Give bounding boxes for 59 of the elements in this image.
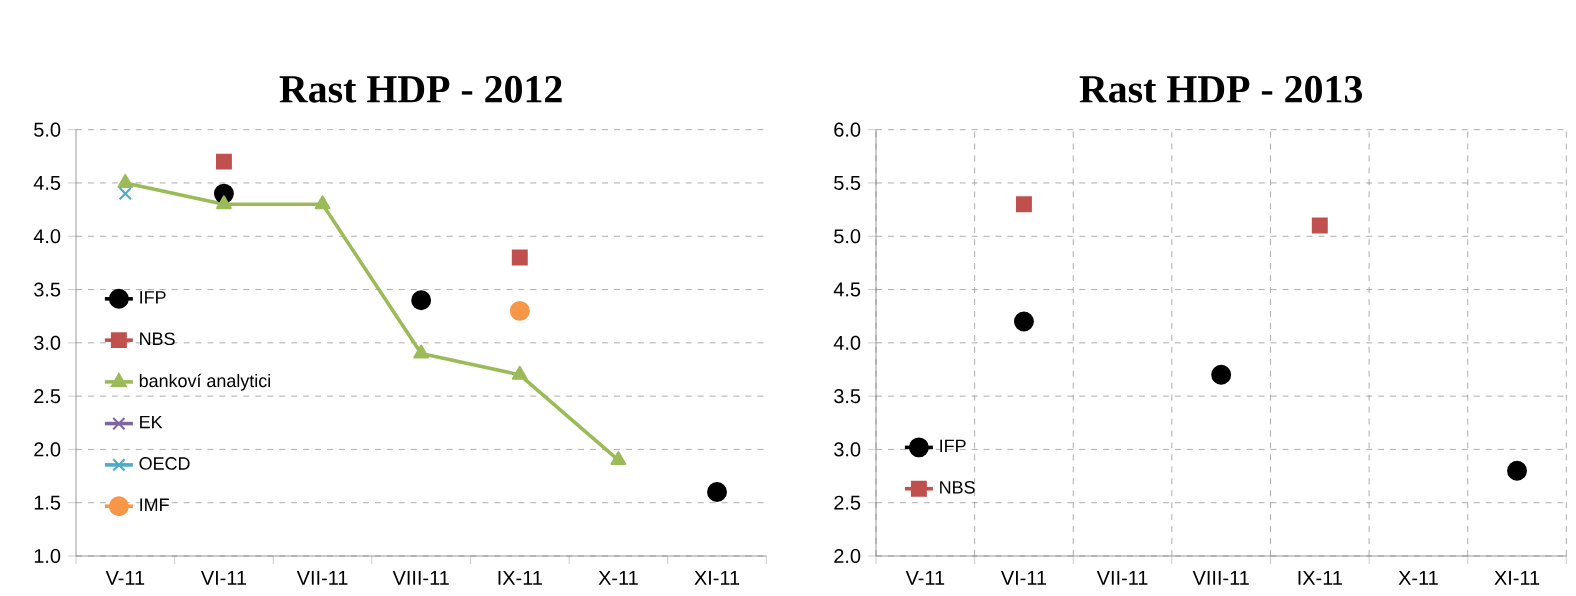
y-tick-label: 1.5 (34, 495, 61, 510)
y-tick-label: 2.5 (834, 495, 861, 510)
x-tick-label: VI-11 (200, 571, 247, 585)
chart-title: Rast HDP - 2012 (279, 75, 562, 103)
x-tick-label: VII-11 (296, 571, 348, 585)
x-tick-label: VIII-11 (1192, 571, 1249, 585)
point (707, 482, 727, 503)
point (1311, 217, 1328, 234)
point (1211, 364, 1232, 385)
x-tick-label: IX-11 (498, 571, 542, 585)
y-tick-label: 1.0 (34, 548, 61, 564)
point (314, 195, 331, 210)
point (413, 344, 430, 359)
legend-label: IFP (940, 439, 966, 453)
chart-title: Rast HDP - 2013 (1079, 75, 1362, 103)
point (411, 290, 432, 311)
x-tick-label: VI-11 (1000, 571, 1047, 585)
point (509, 300, 530, 321)
x-tick-label: V-11 (905, 571, 945, 585)
y-tick-label: 2.0 (34, 442, 61, 457)
point (511, 249, 528, 266)
y-tick-label: 6.0 (834, 122, 861, 137)
y-tick-label: 2.0 (834, 548, 861, 564)
legend-label: NBS (940, 480, 975, 494)
y-tick-label: 3.5 (34, 282, 61, 297)
point (216, 195, 232, 210)
y-tick-label: 4.5 (33, 175, 61, 190)
y-tick-label: 5.0 (834, 229, 861, 244)
x-tick-label: XI-11 (694, 571, 740, 585)
x-tick-label: IX-11 (1298, 571, 1342, 585)
legend-label: EK (140, 415, 163, 429)
y-tick-label: 5.5 (834, 175, 861, 190)
point (215, 153, 232, 170)
legend-label: bankoví analytici (139, 373, 270, 391)
x-tick-label: XI-11 (1494, 571, 1540, 585)
y-tick-label: 4.5 (833, 282, 861, 297)
y-tick-label: 4.0 (33, 229, 61, 244)
x-tick-label: X-11 (1398, 571, 1438, 585)
legend-label: OECD (139, 457, 190, 470)
point (1013, 311, 1034, 332)
point (117, 173, 134, 188)
y-tick-label: 3.5 (834, 389, 861, 404)
x-tick-label: X-11 (598, 571, 638, 585)
y-tick-label: 2.5 (34, 389, 61, 404)
legend-label: IMF (140, 498, 169, 511)
y-tick-label: 3.0 (34, 335, 61, 350)
x-tick-label: VII-11 (1096, 571, 1148, 585)
x-tick-label: V-11 (105, 571, 145, 585)
point (511, 365, 528, 380)
point (1507, 460, 1527, 481)
point (1015, 196, 1032, 213)
legend-label: IFP (140, 291, 166, 304)
y-tick-label: 4.0 (833, 335, 861, 350)
point (610, 451, 627, 466)
legend-label: NBS (140, 332, 175, 346)
y-tick-label: 5.0 (34, 122, 61, 137)
point (118, 186, 132, 201)
x-tick-label: VIII-11 (392, 571, 449, 585)
y-tick-label: 3.0 (834, 442, 861, 457)
